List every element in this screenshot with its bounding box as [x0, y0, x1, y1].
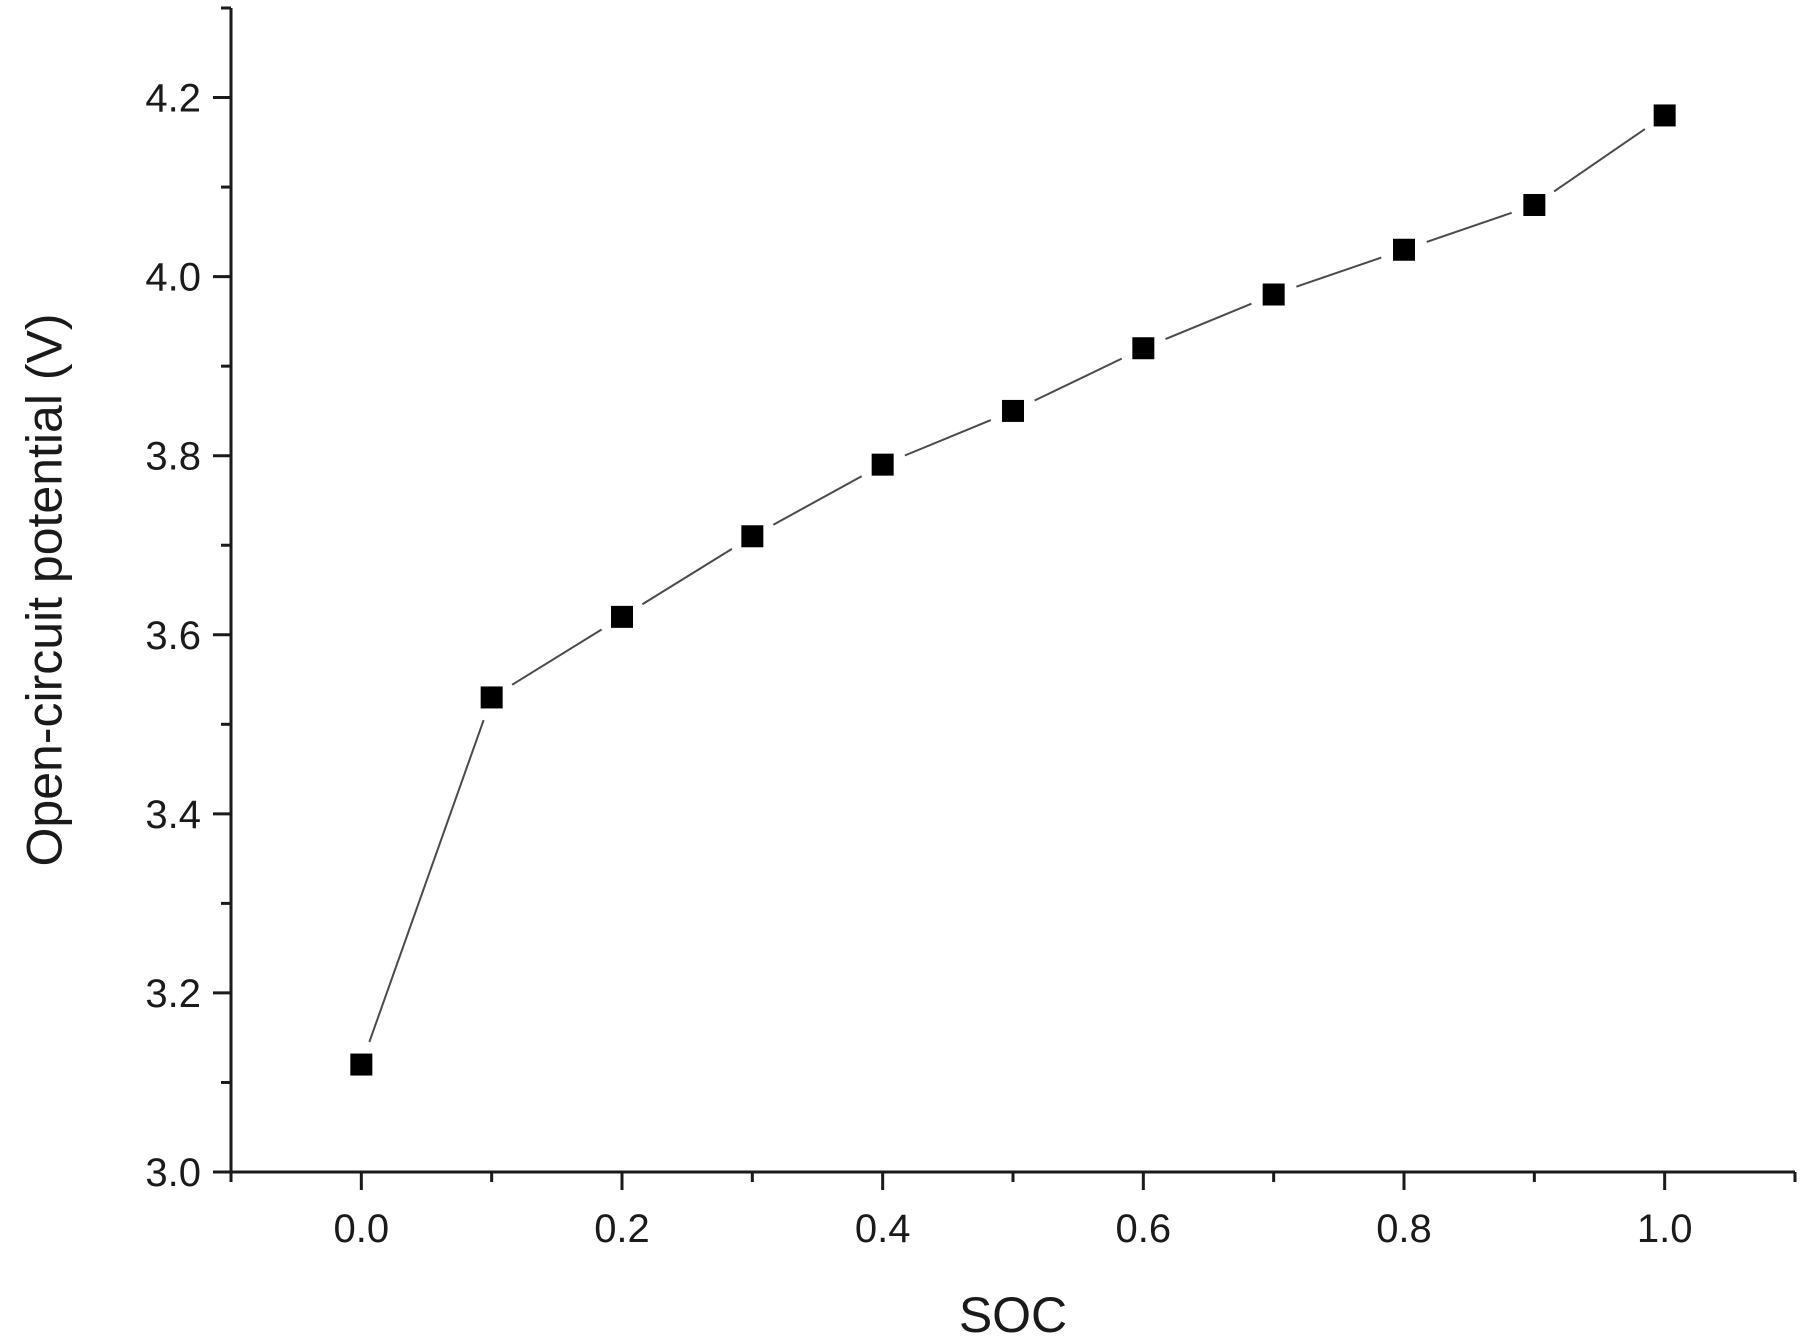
y-tick-label: 3.0: [145, 1151, 201, 1195]
x-tick-label: 1.0: [1637, 1207, 1693, 1251]
series-segment: [772, 475, 863, 526]
series-segment: [368, 719, 485, 1043]
series-layer: [350, 104, 1676, 1076]
data-point: [1393, 238, 1415, 261]
y-tick-label: 4.0: [145, 256, 201, 300]
series-segment: [904, 419, 992, 457]
y-tick-label: 3.2: [145, 972, 201, 1016]
data-point: [741, 525, 764, 548]
y-tick-label: 3.6: [145, 614, 201, 658]
x-axis-title: SOC: [959, 1287, 1067, 1340]
series-segment: [1034, 357, 1123, 402]
data-point: [350, 1053, 373, 1076]
series-segment: [511, 628, 603, 686]
y-tick-label: 3.8: [145, 435, 201, 479]
data-point: [871, 453, 894, 476]
x-tick-label: 0.4: [855, 1207, 911, 1251]
series-segment: [1426, 211, 1512, 243]
series-segment: [1553, 128, 1646, 193]
y-axis-title: Open-circuit potential (V): [17, 313, 73, 866]
series-segment: [1296, 256, 1382, 288]
data-point: [1002, 399, 1024, 422]
x-tick-label: 0.8: [1376, 1207, 1432, 1251]
x-tick-label: 0.0: [334, 1207, 390, 1251]
axes: 0.0 0.2 0.4 0.6 0.8 1.0 3.0 3.2 3.4 3.6 3.8 4.0 4.2: [145, 6, 1797, 1251]
y-tick-label: 3.4: [145, 793, 201, 837]
data-point: [480, 686, 503, 709]
y-tick-label: 4.2: [145, 77, 201, 121]
data-point: [1132, 337, 1155, 360]
data-point: [611, 605, 633, 628]
data-point: [1653, 104, 1676, 127]
data-point: [1262, 283, 1285, 306]
data-point: [1523, 193, 1546, 216]
series-segment: [1165, 302, 1252, 341]
x-tick-label: 0.6: [1116, 1207, 1172, 1251]
series-segment: [641, 548, 733, 606]
x-tick-label: 0.2: [594, 1207, 650, 1251]
